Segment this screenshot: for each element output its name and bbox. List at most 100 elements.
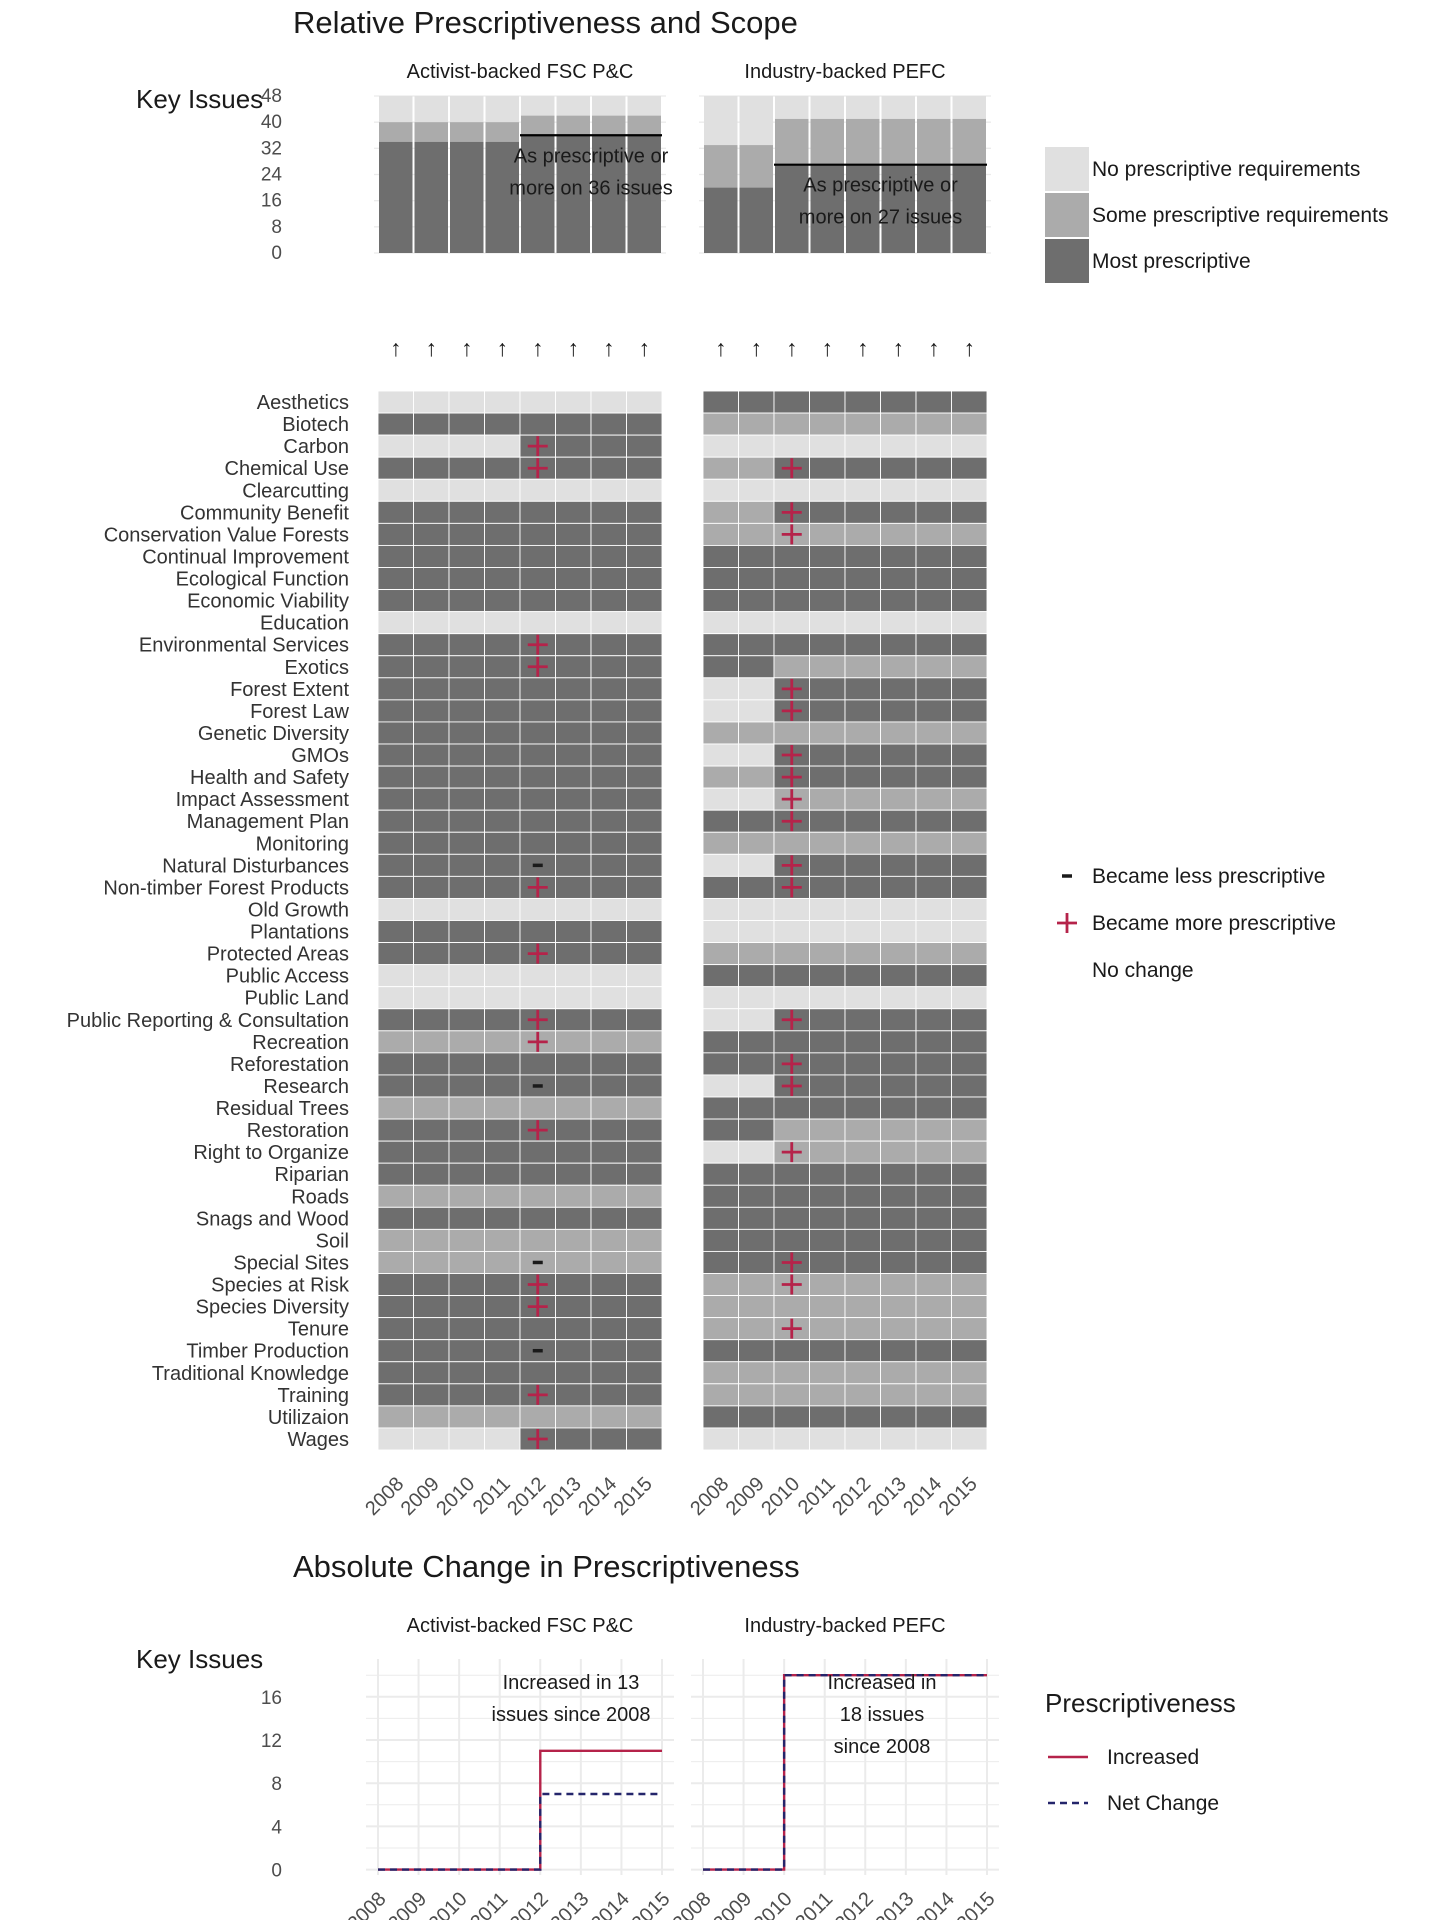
heatmap-cell	[377, 875, 414, 899]
heatmap-cell	[702, 1427, 739, 1451]
bar-segment-none	[917, 96, 951, 119]
x-tick-label: 2012	[503, 1473, 550, 1520]
heatmap-cell	[555, 677, 592, 701]
heatmap-cell	[702, 1228, 739, 1252]
heatmap-cell	[413, 611, 450, 635]
heatmap-cell	[484, 1030, 521, 1054]
heatmap-cell	[702, 478, 739, 502]
issue-label: Riparian	[275, 1164, 349, 1186]
heatmap-cell	[809, 743, 846, 767]
heatmap-cell	[484, 1273, 521, 1297]
y-tick-label: 40	[261, 112, 282, 133]
heatmap-cell	[844, 655, 881, 679]
heatmap-cell	[519, 1405, 556, 1429]
heatmap-cell	[951, 522, 988, 546]
heatmap-cell	[555, 500, 592, 524]
heatmap-cell	[590, 721, 627, 745]
heatmap-cell	[844, 589, 881, 613]
heatmap-cell	[484, 1118, 521, 1142]
heatmap-cell	[738, 920, 775, 944]
heatmap-cell	[880, 434, 917, 458]
y-tick-label: 48	[261, 86, 282, 107]
heatmap-cell	[448, 1074, 485, 1098]
heatmap-cell	[951, 1140, 988, 1164]
heatmap-cell	[590, 875, 627, 899]
heatmap-cell	[413, 1096, 450, 1120]
y-axis-title: Key Issues	[136, 84, 263, 114]
heatmap-cell	[484, 831, 521, 855]
heatmap-cell	[519, 1184, 556, 1208]
heatmap-cell	[844, 412, 881, 436]
arrow-glyph: ↑	[390, 335, 402, 361]
heatmap-cell	[377, 500, 414, 524]
heatmap-cell	[519, 721, 556, 745]
heatmap-cell	[773, 1228, 810, 1252]
heatmap-cell	[738, 500, 775, 524]
heatmap-cell	[915, 1427, 952, 1451]
heatmap-cell	[702, 942, 739, 966]
heatmap-cell	[809, 1383, 846, 1407]
bar-segment-some	[739, 145, 773, 188]
heatmap-cell	[702, 964, 739, 988]
heatmap-cell	[413, 412, 450, 436]
heatmap-cell	[448, 1096, 485, 1120]
heatmap-cell	[519, 1206, 556, 1230]
heatmap-cell	[555, 412, 592, 436]
heatmap-cell	[951, 920, 988, 944]
heatmap-cell	[702, 544, 739, 568]
heatmap-cell	[413, 567, 450, 591]
heatmap-cell	[738, 942, 775, 966]
heatmap-cell	[809, 964, 846, 988]
bar-annotation: more on 36 issues	[509, 177, 672, 199]
heatmap-cell	[590, 787, 627, 811]
heatmap-cell	[702, 1361, 739, 1385]
heatmap-cell	[844, 1030, 881, 1054]
heatmap-cell	[484, 1096, 521, 1120]
heatmap-cell	[555, 1427, 592, 1451]
heatmap-cell	[951, 478, 988, 502]
heatmap-cell	[951, 1250, 988, 1274]
heatmap-cell	[773, 1361, 810, 1385]
heatmap-cell	[590, 478, 627, 502]
heatmap-cell	[844, 986, 881, 1010]
heatmap-cell	[377, 567, 414, 591]
y-tick-label: 24	[261, 165, 283, 186]
heatmap-cell	[951, 677, 988, 701]
heatmap-cell	[915, 544, 952, 568]
heatmap-cell	[590, 897, 627, 921]
heatmap-cell	[377, 434, 414, 458]
heatmap-cell	[626, 633, 663, 657]
heatmap-cell	[555, 478, 592, 502]
heatmap-cell	[915, 1383, 952, 1407]
heatmap-cell	[951, 699, 988, 723]
heatmap-cell	[626, 743, 663, 767]
heatmap-cell	[377, 1030, 414, 1054]
x-tick-label: 2008	[344, 1888, 391, 1920]
line-annotation: Increased in	[828, 1672, 937, 1694]
issue-label: Soil	[316, 1230, 349, 1252]
heatmap-cell	[626, 875, 663, 899]
heatmap-cell	[773, 1383, 810, 1407]
heatmap-cell	[413, 589, 450, 613]
bar-segment-most	[739, 187, 773, 253]
heatmap-cell	[590, 1405, 627, 1429]
heatmap-cell	[880, 1206, 917, 1230]
heatmap-cell	[590, 1030, 627, 1054]
heatmap-cell	[880, 1295, 917, 1319]
heatmap-cell	[626, 699, 663, 723]
heatmap-cell	[773, 721, 810, 745]
x-tick-label: 2009	[384, 1888, 431, 1920]
heatmap-cell	[880, 942, 917, 966]
heatmap-cell	[880, 478, 917, 502]
arrow-glyph: ↑	[461, 335, 473, 361]
heatmap-cell	[702, 787, 739, 811]
heatmap-cell	[484, 1361, 521, 1385]
heatmap-cell	[702, 1405, 739, 1429]
heatmap-cell	[809, 1008, 846, 1032]
heatmap-cell	[519, 412, 556, 436]
heatmap-cell	[880, 743, 917, 767]
heatmap-cell	[702, 677, 739, 701]
heatmap-cell	[915, 920, 952, 944]
issue-label: Public Land	[244, 988, 349, 1010]
heatmap-cell	[555, 1008, 592, 1032]
